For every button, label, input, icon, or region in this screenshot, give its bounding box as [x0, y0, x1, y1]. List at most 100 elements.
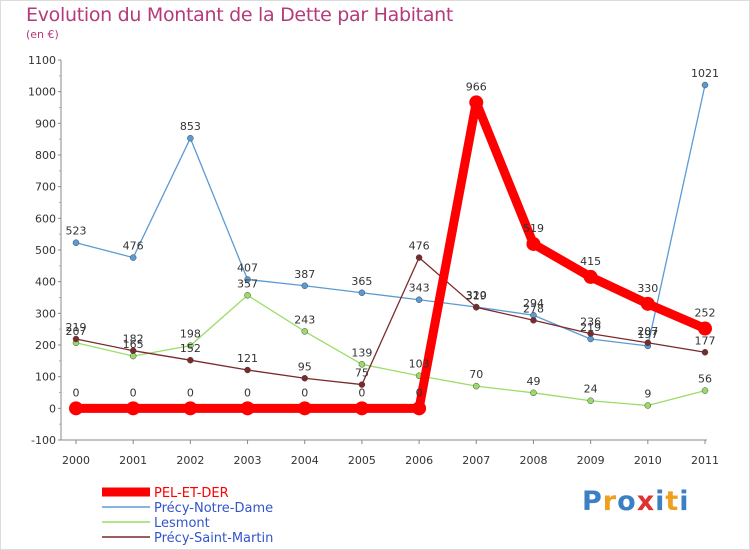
- x-tick-label: 2008: [519, 454, 547, 467]
- data-point: [301, 375, 308, 382]
- x-tick-label: 2002: [176, 454, 204, 467]
- x-tick-label: 2003: [234, 454, 262, 467]
- y-tick-label: 600: [35, 212, 56, 225]
- data-label: 357: [237, 277, 258, 290]
- data-point: [701, 349, 709, 356]
- data-label: 519: [523, 222, 544, 235]
- data-label: 152: [180, 342, 201, 355]
- logo-letter: P: [582, 486, 603, 517]
- data-label: 56: [698, 373, 712, 386]
- data-point: [244, 366, 251, 374]
- x-tick-label: 2007: [462, 454, 490, 467]
- data-label: 207: [66, 325, 87, 338]
- data-point: [473, 382, 480, 390]
- data-label: 330: [637, 282, 658, 295]
- data-label: 103: [409, 358, 430, 371]
- data-label: 75: [355, 367, 369, 380]
- data-label: 219: [580, 321, 601, 334]
- data-label: 320: [466, 289, 487, 302]
- data-label: 476: [123, 240, 144, 253]
- data-point: [301, 328, 308, 335]
- data-point: [69, 401, 83, 416]
- data-point: [469, 95, 484, 110]
- data-point: [415, 254, 423, 261]
- data-point: [530, 317, 537, 324]
- data-point: [640, 296, 655, 311]
- logo-letter: i: [655, 486, 666, 517]
- data-label: 9: [644, 387, 651, 400]
- x-tick-label: 2000: [62, 454, 90, 467]
- data-label: 415: [580, 255, 601, 268]
- data-label: 278: [523, 302, 544, 315]
- data-point: [72, 239, 80, 246]
- logo-letter: t: [665, 486, 680, 517]
- data-point: [129, 347, 137, 354]
- logo-letter: i: [679, 486, 690, 517]
- data-label: 198: [180, 328, 201, 341]
- data-label: 0: [301, 386, 308, 399]
- y-tick-label: 300: [35, 307, 56, 320]
- x-tick-label: 2009: [577, 454, 605, 467]
- data-labels-layer: 0 0 0 0 0 0 0 966 519 415 330 252 523 476 853 407 387 365…: [66, 67, 720, 400]
- data-point: [301, 282, 308, 290]
- data-point: [244, 292, 251, 299]
- data-label: 49: [526, 375, 540, 388]
- y-tick-label: 1100: [28, 54, 56, 67]
- data-label: 252: [695, 307, 716, 320]
- data-point: [473, 304, 480, 311]
- data-point: [358, 289, 366, 296]
- legend-label: Lesmont: [154, 516, 210, 531]
- series-line-0: [71, 97, 710, 413]
- data-label: 0: [187, 386, 194, 399]
- y-tick-label: 100: [35, 371, 56, 384]
- data-label: 0: [358, 386, 365, 399]
- data-point: [415, 296, 423, 303]
- x-tick-label: 2001: [119, 454, 147, 467]
- data-point: [701, 81, 709, 89]
- y-tick-label: 0: [49, 402, 56, 415]
- data-point: [587, 335, 594, 343]
- data-label: 95: [298, 360, 312, 373]
- data-point: [126, 401, 141, 416]
- data-label: 121: [237, 352, 258, 365]
- data-point: [412, 401, 427, 416]
- series-line-1: [75, 84, 706, 347]
- data-label: 197: [637, 328, 658, 341]
- y-tick-label: 800: [35, 149, 56, 162]
- y-tick-label: 500: [35, 244, 56, 257]
- y-tick-label: 400: [35, 276, 56, 289]
- data-label: 476: [409, 240, 430, 253]
- chart-subtitle: (en €): [26, 28, 59, 41]
- series-layer: [69, 81, 712, 416]
- data-point: [644, 402, 652, 409]
- data-label: 0: [416, 386, 423, 399]
- data-point: [187, 134, 194, 142]
- x-tick-label: 2005: [348, 454, 376, 467]
- data-point: [297, 401, 312, 416]
- series-line-3: [75, 256, 706, 386]
- y-tick-label: -100: [31, 434, 56, 447]
- y-tick-label: 200: [35, 339, 56, 352]
- data-point: [187, 356, 194, 364]
- data-label: 966: [466, 80, 487, 93]
- legend: PEL-ET-DERPrécy-Notre-DameLesmontPrécy-S…: [102, 486, 273, 546]
- data-label: 523: [66, 225, 87, 238]
- data-point: [698, 321, 712, 336]
- data-point: [587, 397, 594, 404]
- chart-title: Evolution du Montant de la Dette par Hab…: [26, 4, 454, 26]
- data-label: 387: [294, 268, 315, 281]
- data-label: 236: [580, 316, 601, 329]
- data-point: [587, 330, 594, 337]
- data-label: 70: [469, 368, 483, 381]
- data-point: [644, 339, 652, 347]
- logo-letter: x: [636, 486, 656, 517]
- data-label: 207: [637, 325, 658, 338]
- data-label: 1021: [691, 67, 719, 80]
- data-label: 319: [466, 289, 487, 302]
- data-point: [129, 254, 137, 261]
- data-point: [240, 401, 255, 416]
- data-label: 343: [409, 282, 430, 295]
- data-label: 182: [123, 333, 144, 346]
